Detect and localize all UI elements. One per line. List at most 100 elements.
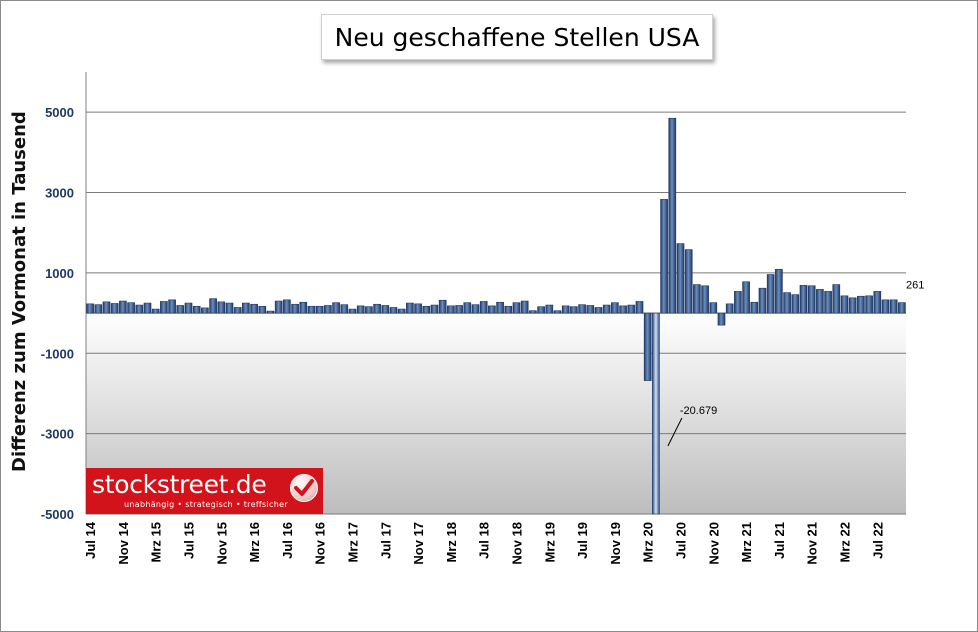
bar: [356, 305, 365, 314]
x-tick-label: Nov 19: [608, 522, 623, 565]
bar: [127, 302, 135, 314]
bar: [529, 310, 537, 314]
bar: [857, 295, 865, 314]
y-tick-label: 1000: [45, 266, 74, 281]
x-tick-label: Nov 17: [411, 522, 426, 565]
bar: [266, 310, 275, 314]
bar: [340, 304, 349, 314]
bar: [553, 310, 562, 314]
bar: [898, 302, 906, 314]
bar: [766, 274, 775, 314]
x-tick-label: Jul 17: [378, 522, 393, 559]
bar: [373, 303, 381, 314]
bar: [422, 305, 431, 314]
bar: [225, 302, 234, 314]
x-tick-label: Jul 18: [477, 522, 492, 559]
bar: [832, 284, 841, 314]
bar: [332, 302, 340, 314]
bar: [201, 307, 209, 314]
bar: [881, 299, 890, 314]
bar: [86, 303, 94, 314]
bar: [693, 284, 701, 314]
bar: [143, 302, 152, 314]
bar: [192, 305, 201, 314]
x-tick-label: Nov 21: [805, 522, 820, 565]
bar: [734, 291, 742, 314]
bar: [455, 305, 463, 314]
x-tick-label: Mrz 19: [542, 522, 557, 562]
annotation-label: -20.679: [680, 405, 717, 417]
bar: [545, 304, 554, 314]
bar: [348, 308, 357, 314]
x-tick-label: Jul 20: [674, 522, 689, 559]
stockstreet-logo: stockstreet.de unabhängig • strategisch …: [86, 468, 323, 514]
chart-title: Neu geschaffene Stellen USA: [321, 14, 713, 60]
bar: [110, 303, 119, 314]
annotation-leader-line: [667, 417, 683, 447]
bar: [209, 298, 217, 314]
bar: [586, 305, 595, 314]
x-tick-label: Mrz 18: [444, 522, 459, 562]
bar: [365, 306, 373, 314]
bar: [283, 299, 291, 314]
bar: [291, 303, 299, 314]
bar: [324, 305, 332, 314]
bar: [233, 307, 242, 314]
x-tick-label: Nov 20: [706, 522, 721, 565]
bar: [94, 304, 103, 314]
bar: [701, 285, 709, 314]
x-tick-label: Jul 15: [182, 522, 197, 559]
bar: [594, 307, 603, 314]
bar: [217, 301, 226, 314]
x-tick-label: Mrz 16: [247, 522, 262, 562]
bar: [627, 304, 636, 314]
x-tick-label: Mrz 20: [641, 522, 656, 562]
bar: [184, 302, 193, 314]
bar: [660, 199, 668, 314]
bar: [799, 285, 808, 314]
bar: [750, 301, 759, 314]
annotation-label: 261: [906, 280, 924, 292]
bar: [668, 117, 677, 314]
logo-name: stockstreet.de: [92, 470, 267, 499]
bar: [463, 302, 472, 314]
bar: [135, 304, 144, 314]
bar: [414, 303, 422, 314]
bar: [430, 304, 439, 314]
bar: [725, 303, 734, 314]
bar: [274, 300, 283, 314]
x-tick-label: Mrz 22: [838, 522, 853, 562]
x-tick-label: Jul 22: [870, 522, 885, 559]
bar: [537, 306, 545, 314]
bar: [258, 305, 267, 314]
bar: [758, 287, 767, 314]
y-tick-label: 5000: [45, 105, 74, 120]
bar: [717, 312, 726, 326]
bar: [307, 305, 316, 314]
bar: [873, 291, 882, 314]
bar: [570, 306, 578, 314]
bar: [816, 289, 824, 314]
logo-tagline: unabhängig • strategisch • treffsicher: [124, 500, 288, 509]
bar: [315, 305, 324, 314]
bar: [807, 285, 816, 314]
bar: [471, 304, 480, 314]
y-tick-label: -5000: [41, 507, 74, 522]
bar: [406, 302, 414, 314]
x-tick-label: Mrz 17: [346, 522, 361, 562]
bar: [791, 294, 800, 314]
bar: [488, 305, 496, 314]
bar: [602, 304, 611, 314]
bar: [783, 292, 791, 314]
bar: [742, 281, 750, 314]
bar: [160, 301, 168, 314]
x-tick-label: Nov 18: [510, 522, 525, 565]
bar: [512, 302, 521, 314]
x-tick-label: Mrz 21: [739, 522, 754, 562]
bar: [102, 301, 111, 314]
bar: [578, 304, 586, 314]
x-tick-label: Jul 14: [83, 521, 98, 559]
checkmark-icon: [290, 474, 318, 502]
x-tick-label: Nov 14: [116, 521, 131, 564]
